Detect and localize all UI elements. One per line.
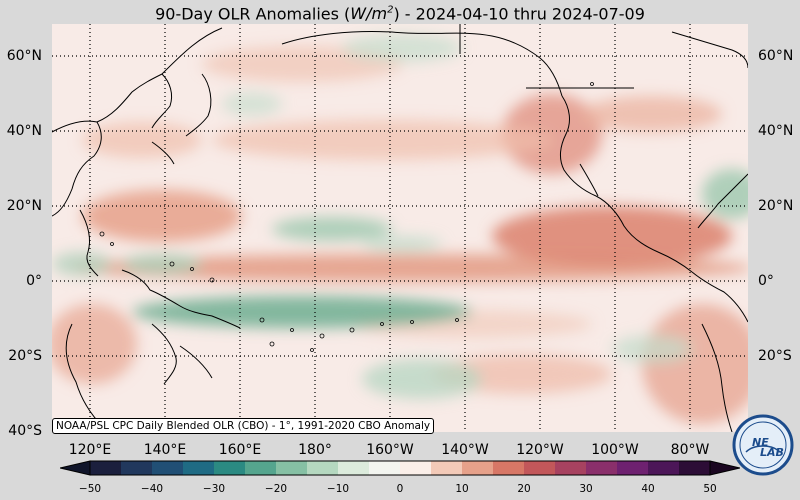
lon-label-160e: 160°E xyxy=(218,442,262,458)
colorbar-segment xyxy=(90,461,122,475)
colorbar-tick-label: −40 xyxy=(140,483,164,495)
colorbar-tick-label: 30 xyxy=(579,483,593,495)
title-unit: W/m2 xyxy=(350,4,394,24)
colorbar-under-arrow xyxy=(60,460,91,476)
islands xyxy=(99,82,594,352)
colorbar-tick-label: 50 xyxy=(703,483,717,495)
logo-ring xyxy=(732,414,794,476)
lon-label-160w: 160°W xyxy=(366,442,414,458)
lon-label-100w: 100°W xyxy=(591,442,639,458)
colorbar-segment xyxy=(121,461,153,475)
lon-label-140e: 140°E xyxy=(143,442,187,458)
map-canvas xyxy=(52,24,748,432)
colorbar-segment xyxy=(555,461,587,475)
lon-label-80w: 80°W xyxy=(670,442,710,458)
lat-label-left-20s: 20°S xyxy=(8,348,42,364)
colorbar-segment xyxy=(245,461,277,475)
colorbar-segment xyxy=(276,461,308,475)
olr-anomaly-map xyxy=(52,24,748,432)
colorbar-segment xyxy=(400,461,432,475)
nesdis-lab-logo: NE LAB xyxy=(732,414,794,476)
colorbar-tick-label: 40 xyxy=(641,483,655,495)
colorbar xyxy=(60,460,740,476)
graticule xyxy=(52,24,748,432)
lat-label-left-eq: 0° xyxy=(26,273,42,289)
colorbar-segment xyxy=(524,461,556,475)
lat-label-left-20n: 20°N xyxy=(6,198,42,214)
colorbar-segment xyxy=(338,461,370,475)
colorbar-segment xyxy=(431,461,463,475)
lat-label-left-40n: 40°N xyxy=(6,123,42,139)
colorbar-tick-label: −30 xyxy=(202,483,226,495)
colorbar-tick-label: −50 xyxy=(78,483,102,495)
colorbar-tick-label: 20 xyxy=(517,483,531,495)
anomaly-field xyxy=(52,34,748,424)
lat-label-left-40s: 40°S xyxy=(8,423,42,439)
colorbar-tick-label: −10 xyxy=(326,483,350,495)
colorbar-over-arrow xyxy=(709,460,740,476)
map-title: 90-Day OLR Anomalies (W/m2) - 2024-04-10… xyxy=(0,0,800,25)
colorbar-tick-label: 0 xyxy=(396,483,404,495)
lon-label-120e: 120°E xyxy=(68,442,112,458)
colorbar-segment xyxy=(462,461,494,475)
title-prefix: 90-Day OLR Anomalies ( xyxy=(155,4,351,24)
coastlines xyxy=(52,24,748,432)
lon-label-180: 180° xyxy=(298,442,332,458)
lat-label-left-60n: 60°N xyxy=(6,48,42,64)
colorbar-segment xyxy=(369,461,401,475)
lon-label-140w: 140°W xyxy=(441,442,489,458)
logo-text-top: NE xyxy=(752,436,769,449)
colorbar-tick-label: 10 xyxy=(455,483,469,495)
data-source-credit: NOAA/PSL CPC Daily Blended OLR (CBO) - 1… xyxy=(52,418,435,434)
colorbar-segment xyxy=(152,461,184,475)
lat-label-right-20s: 20°S xyxy=(758,348,792,364)
lat-label-right-60n: 60°N xyxy=(758,48,794,64)
colorbar-segment xyxy=(493,461,525,475)
colorbar-segment xyxy=(617,461,649,475)
logo-text-bottom: LAB xyxy=(760,446,784,459)
colorbar-segment xyxy=(307,461,339,475)
colorbar-segment xyxy=(586,461,618,475)
colorbar-segment xyxy=(214,461,246,475)
lat-label-right-40n: 40°N xyxy=(758,123,794,139)
colorbar-tick-label: −20 xyxy=(264,483,288,495)
lon-label-120w: 120°W xyxy=(516,442,564,458)
colorbar-segment xyxy=(183,461,215,475)
lat-label-right-eq: 0° xyxy=(758,273,774,289)
colorbar-segment xyxy=(679,461,711,475)
lat-label-right-20n: 20°N xyxy=(758,198,794,214)
title-suffix: ) - 2024-04-10 thru 2024-07-09 xyxy=(393,4,645,24)
colorbar-segment xyxy=(648,461,680,475)
